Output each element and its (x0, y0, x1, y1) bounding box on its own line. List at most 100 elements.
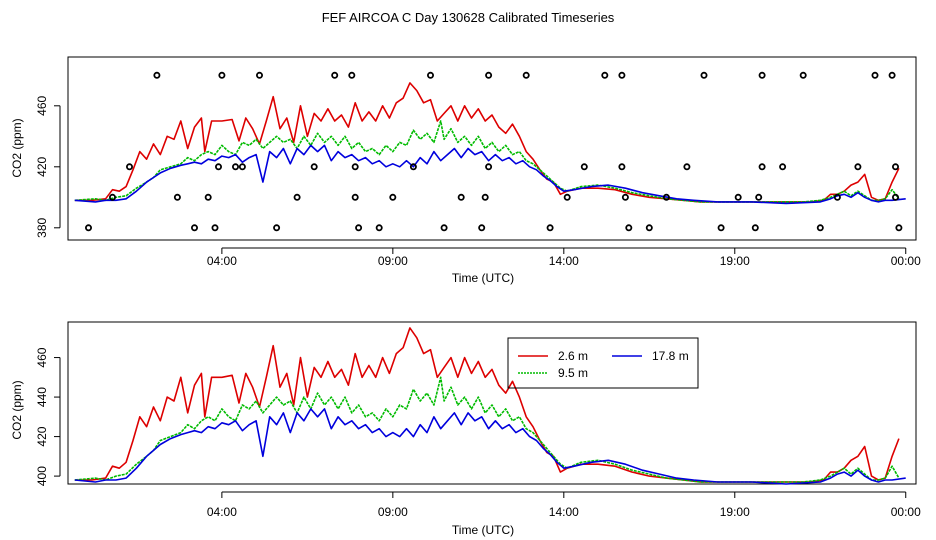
reference-circle-marker (389, 193, 397, 201)
reference-circle-marker (85, 224, 93, 232)
y-tick-label: 380 (35, 217, 49, 237)
series-line-red (74, 82, 900, 203)
bottom-y-axis-label: CO2 (ppm) (10, 380, 24, 439)
reference-circle-marker (214, 163, 222, 171)
reference-circle-marker (426, 71, 434, 79)
reference-circle-marker (601, 71, 609, 79)
reference-circle-marker (892, 193, 900, 201)
y-tick-label: 420 (35, 426, 49, 446)
y-tick-label: 400 (35, 466, 49, 486)
reference-circle-marker (310, 163, 318, 171)
reference-circle-marker (522, 71, 530, 79)
reference-circle-marker (618, 71, 626, 79)
reference-circle-marker (816, 224, 824, 232)
reference-circle-marker (854, 163, 862, 171)
reference-circle-marker (409, 163, 417, 171)
series-line-red (74, 327, 900, 483)
x-tick-label: 00:00 (891, 254, 921, 268)
bottom-x-axis-label: Time (UTC) (452, 523, 514, 537)
reference-circle-marker (779, 163, 787, 171)
legend-label-9-5m: 9.5 m (558, 366, 588, 380)
y-tick-label: 460 (35, 95, 49, 115)
top-y-axis-label: CO2 (ppm) (10, 118, 24, 177)
legend-label-17-8m: 17.8 m (652, 349, 689, 363)
bottom-series-group (74, 327, 906, 485)
bottom-plot-frame (67, 321, 917, 485)
reference-circle-marker (218, 71, 226, 79)
bottom-y-axis: 400 420 440 460 (35, 347, 61, 486)
reference-circle-marker (351, 193, 359, 201)
top-x-axis: 04:00 09:00 14:00 19:00 00:00 (207, 247, 921, 268)
reference-circle-marker (758, 163, 766, 171)
chart-title: FEF AIRCOA C Day 130628 Calibrated Times… (322, 10, 615, 25)
reference-circle-marker (751, 224, 759, 232)
reference-circle-marker (645, 224, 653, 232)
top-plot-frame (67, 56, 917, 241)
x-tick-label: 09:00 (378, 254, 408, 268)
top-y-axis: 380 420 460 (35, 95, 61, 238)
x-tick-label: 19:00 (720, 254, 750, 268)
reference-circle-marker (355, 224, 363, 232)
reference-circle-marker (618, 163, 626, 171)
reference-circle-marker (734, 193, 742, 201)
reference-circle-marker (700, 71, 708, 79)
series-line-green (74, 376, 900, 483)
x-tick-label: 14:00 (549, 254, 579, 268)
reference-circle-marker (888, 71, 896, 79)
reference-circle-marker (348, 71, 356, 79)
x-tick-label: 09:00 (378, 505, 408, 519)
series-line-blue (74, 408, 906, 485)
legend-label-2-6m: 2.6 m (558, 349, 588, 363)
reference-circle-marker (351, 163, 359, 171)
reference-circle-marker (871, 71, 879, 79)
legend: 2.6 m 9.5 m 17.8 m (507, 337, 699, 389)
reference-circle-marker (621, 193, 629, 201)
reference-circle-marker (755, 193, 763, 201)
x-tick-label: 04:00 (207, 505, 237, 519)
reference-circle-marker (485, 163, 493, 171)
reference-circle-marker (204, 193, 212, 201)
bottom-panel: 400 420 440 460 04:00 09:00 14:00 19:00 00:00 C… (10, 321, 921, 537)
top-x-axis-label: Time (UTC) (452, 271, 514, 285)
reference-circle-marker (580, 163, 588, 171)
reference-circle-marker (662, 193, 670, 201)
y-tick-label: 420 (35, 156, 49, 176)
reference-circle-marker (440, 224, 448, 232)
reference-circle-marker (625, 224, 633, 232)
x-tick-label: 14:00 (549, 505, 579, 519)
y-tick-label: 440 (35, 387, 49, 407)
reference-circle-marker (126, 163, 134, 171)
top-series-group (74, 82, 906, 205)
reference-circle-marker (683, 163, 691, 171)
reference-circle-marker (331, 71, 339, 79)
reference-circle-marker (892, 163, 900, 171)
reference-circle-marker (255, 71, 263, 79)
reference-circle-marker (190, 224, 198, 232)
reference-circle-marker (485, 71, 493, 79)
reference-circle-marker (273, 224, 281, 232)
reference-circle-marker (293, 193, 301, 201)
reference-circle-marker (563, 193, 571, 201)
reference-circle-marker (153, 71, 161, 79)
reference-circle-marker (211, 224, 219, 232)
reference-circle-marker (238, 163, 246, 171)
reference-circle-marker (895, 224, 903, 232)
reference-circle-marker (375, 224, 383, 232)
reference-circle-marker (173, 193, 181, 201)
series-line-blue (74, 144, 906, 205)
reference-circle-marker (799, 71, 807, 79)
top-circles-group (85, 71, 903, 232)
y-tick-label: 460 (35, 347, 49, 367)
reference-circle-marker (546, 224, 554, 232)
x-tick-label: 19:00 (720, 505, 750, 519)
reference-circle-marker (478, 224, 486, 232)
reference-circle-marker (231, 163, 239, 171)
top-panel: 380 420 460 04:00 09:00 14:00 19:00 00:00 CO2 … (10, 56, 921, 285)
reference-circle-marker (481, 193, 489, 201)
reference-circle-marker (758, 71, 766, 79)
x-tick-label: 04:00 (207, 254, 237, 268)
legend-box (507, 337, 699, 389)
bottom-x-axis: 04:00 09:00 14:00 19:00 00:00 (207, 491, 921, 519)
reference-circle-marker (717, 224, 725, 232)
